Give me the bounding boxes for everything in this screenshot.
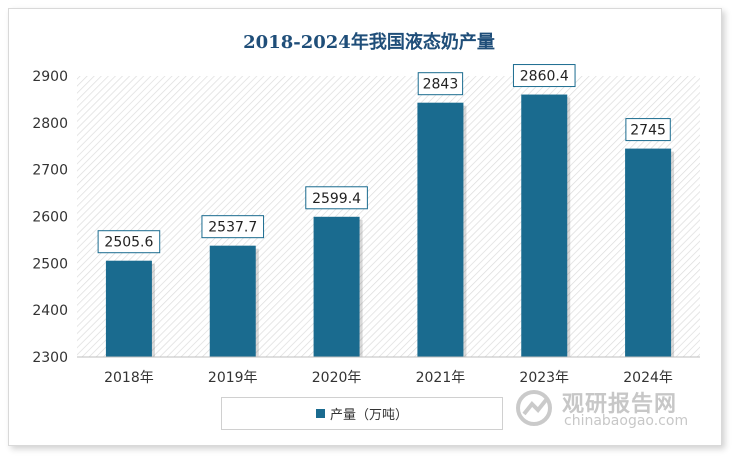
data-label: 2537.7 <box>208 220 257 236</box>
data-label: 2860.4 <box>520 69 569 85</box>
bar <box>625 148 672 357</box>
bar <box>521 94 568 358</box>
y-tick-label: 2300 <box>32 350 68 366</box>
data-label-box <box>201 215 265 239</box>
chart-title: 2018-2024年我国液态奶产量 <box>243 32 495 53</box>
plot-area <box>77 76 700 357</box>
legend-swatch <box>315 409 325 418</box>
y-tick-label: 2500 <box>32 256 68 272</box>
data-label-box <box>417 72 464 96</box>
bar <box>417 102 464 357</box>
legend: 产量（万吨） <box>221 397 503 430</box>
x-tick-label: 2024年 <box>623 370 673 386</box>
data-label: 2745 <box>630 123 666 139</box>
watermark-url: chinabaogao.com <box>564 413 689 429</box>
x-tick-label: 2020年 <box>312 370 362 386</box>
data-label-box <box>625 118 671 142</box>
watermark-logo-icon <box>516 390 552 426</box>
bar <box>209 245 256 357</box>
watermark: 观研报告网 chinabaogao.com <box>514 384 704 434</box>
x-tick-label: 2018年 <box>104 370 154 386</box>
data-label-box <box>512 64 576 88</box>
data-label: 2505.6 <box>104 235 153 251</box>
bar <box>105 260 152 357</box>
y-tick-label: 2700 <box>32 163 68 179</box>
y-tick-label: 2900 <box>32 69 68 85</box>
legend-label: 产量（万吨） <box>329 408 408 423</box>
data-label-box <box>97 230 161 254</box>
bar <box>313 216 360 357</box>
x-tick-label: 2021年 <box>416 370 466 386</box>
y-tick-label: 2400 <box>32 303 68 319</box>
x-tick-label: 2023年 <box>519 370 569 386</box>
x-tick-label: 2019年 <box>208 370 258 386</box>
y-tick-label: 2800 <box>32 116 68 132</box>
data-label: 2599.4 <box>312 191 361 207</box>
data-label: 2843 <box>423 77 459 93</box>
data-label-box <box>305 186 368 210</box>
y-tick-label: 2600 <box>32 210 68 226</box>
watermark-name: 观研报告网 <box>562 392 678 417</box>
